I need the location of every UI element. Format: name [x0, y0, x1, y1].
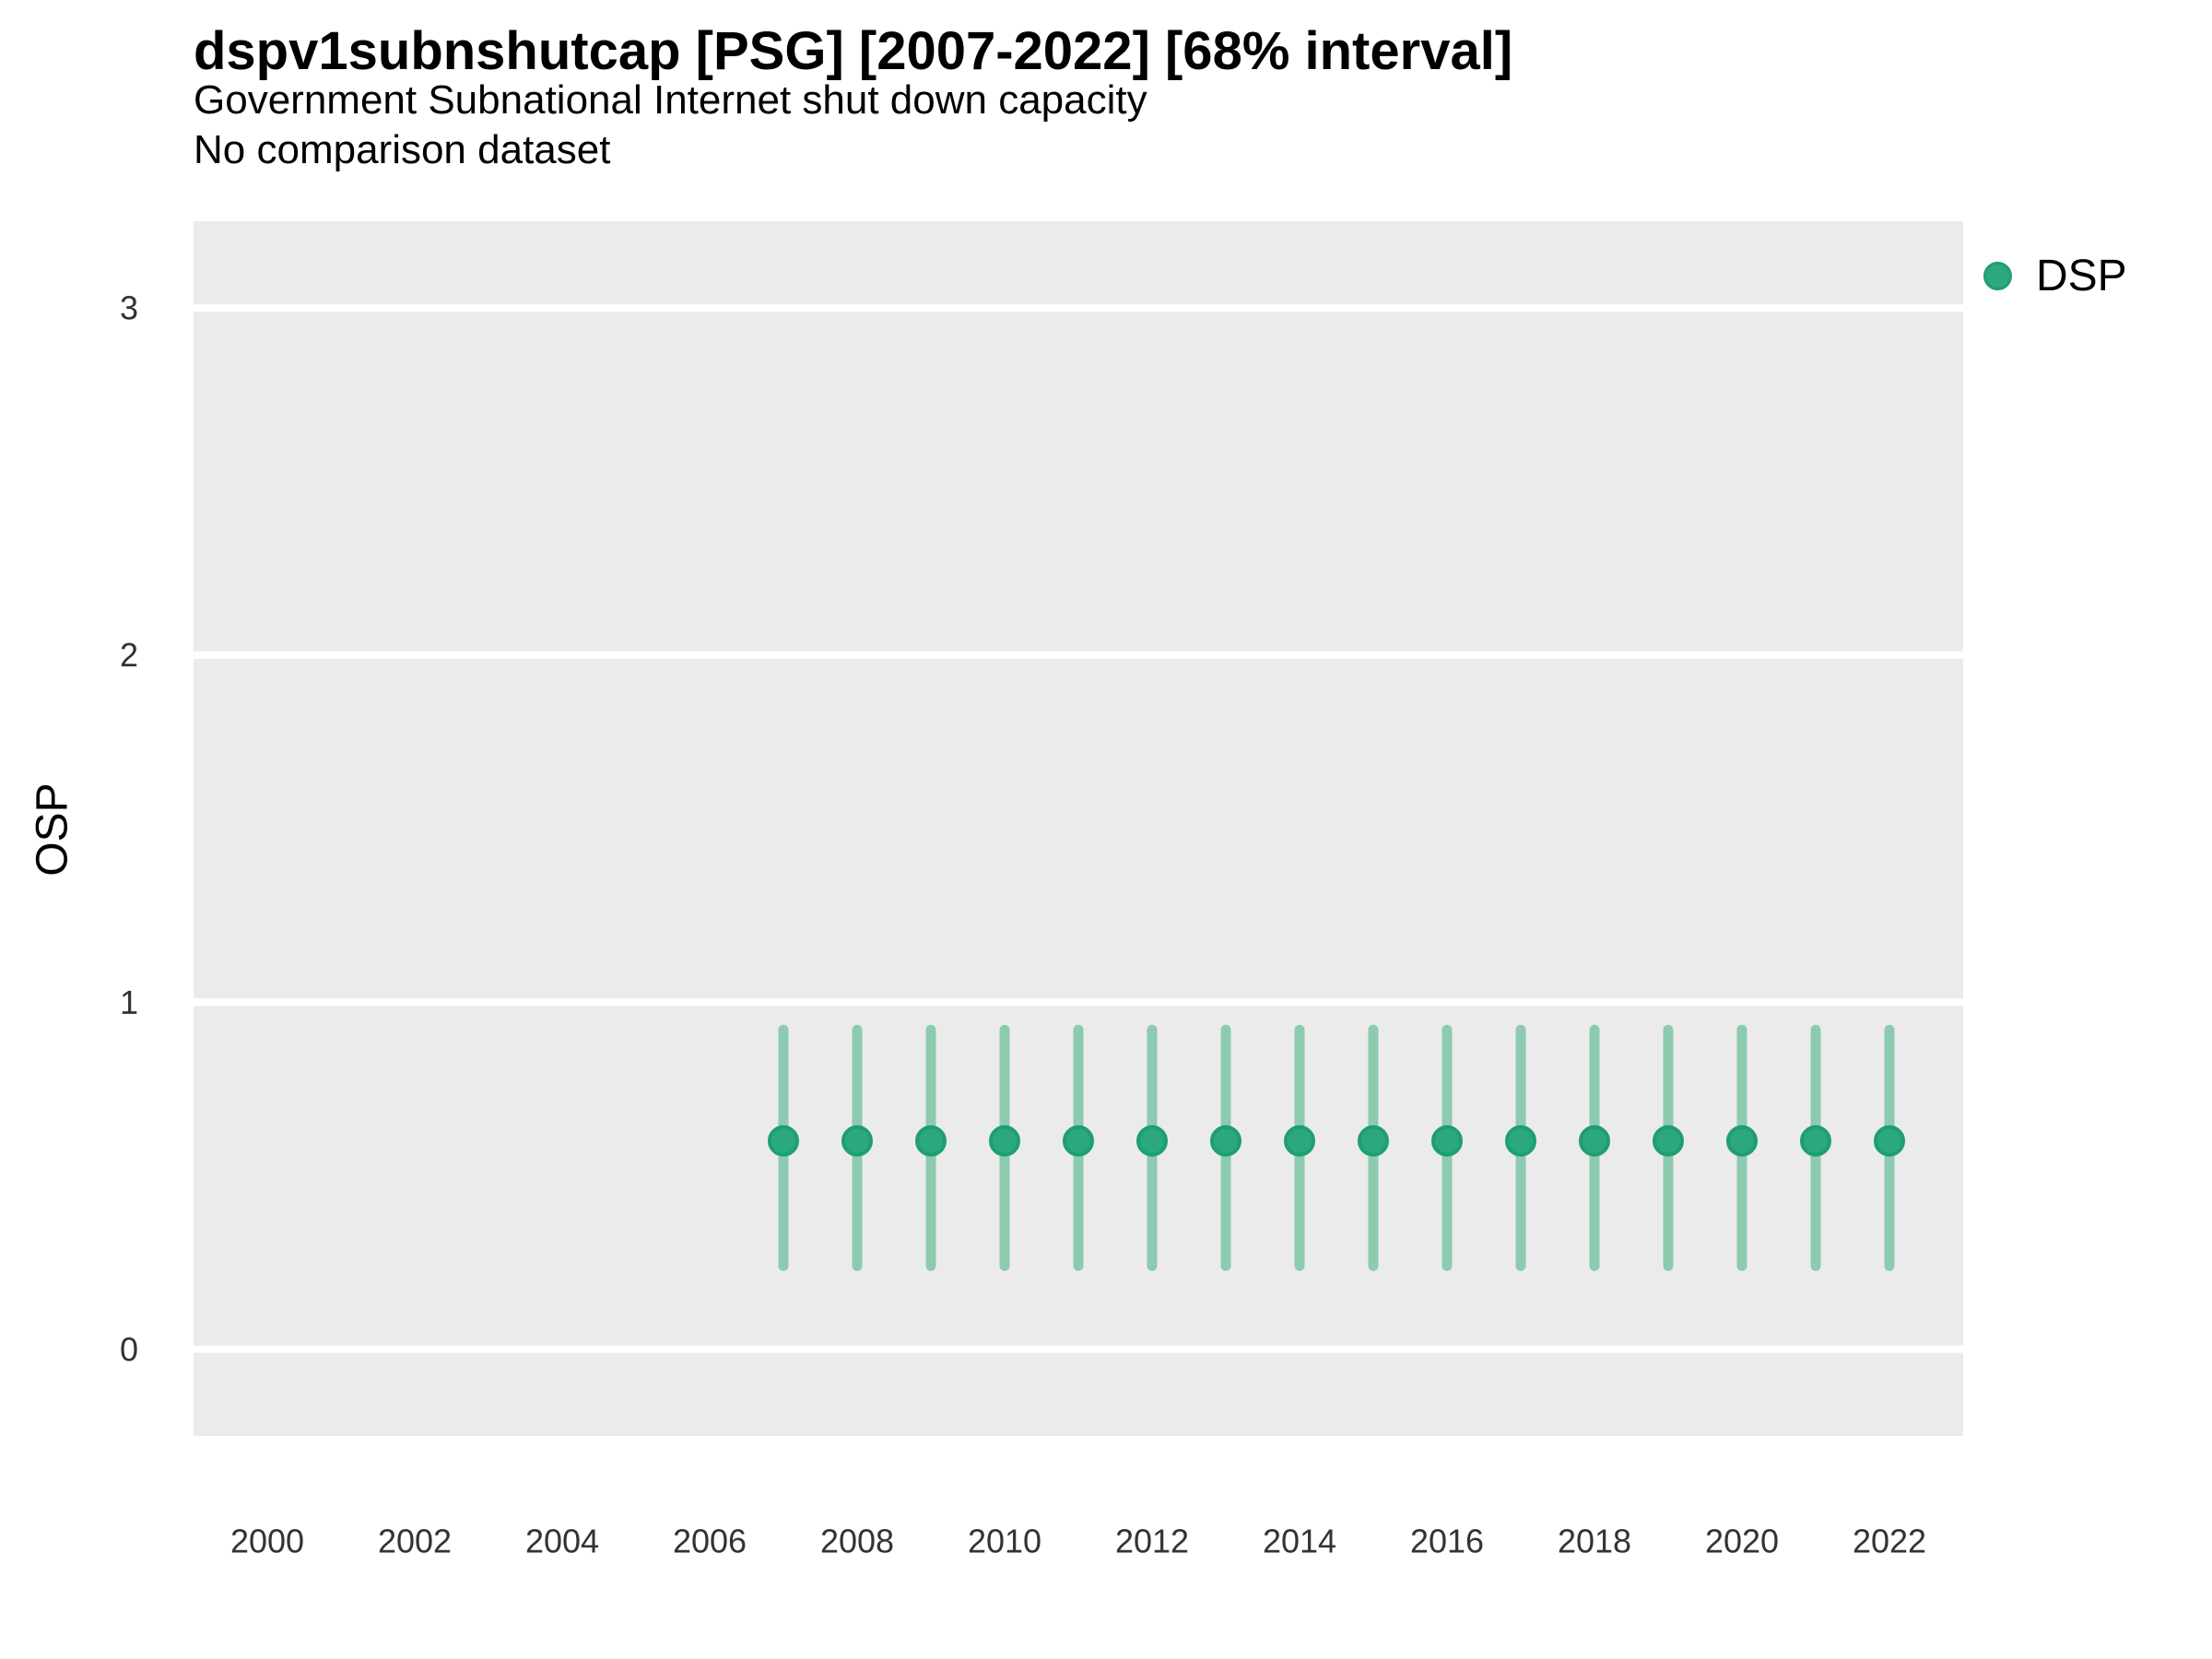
data-point [989, 1124, 1020, 1157]
data-point [1358, 1124, 1389, 1157]
x-tick-label: 2008 [820, 1523, 894, 1560]
plot-comparison-note: No comparison dataset [194, 127, 611, 172]
y-tick-label: 3 [120, 289, 138, 327]
legend-dot-icon [1983, 262, 2012, 290]
data-point [1284, 1124, 1315, 1157]
data-point [915, 1124, 947, 1157]
data-point [1579, 1124, 1610, 1157]
y-tick-label: 1 [120, 983, 138, 1021]
legend: DSP [1983, 251, 2127, 301]
y-tick-label: 2 [120, 636, 138, 674]
data-point [1431, 1124, 1463, 1157]
x-tick-label: 2016 [1410, 1523, 1484, 1560]
data-point [1653, 1124, 1684, 1157]
y-axis-title: OSP [28, 782, 77, 877]
data-point [1063, 1124, 1094, 1157]
legend-label: DSP [2036, 252, 2127, 300]
data-point [1800, 1124, 1831, 1157]
plot-title: dspv1subnshutcap [PSG] [2007-2022] [68% … [194, 21, 1513, 81]
data-point [768, 1124, 799, 1157]
data-point [1726, 1124, 1758, 1157]
data-point [1210, 1124, 1241, 1157]
data-point [1136, 1124, 1168, 1157]
x-tick-label: 2000 [230, 1523, 304, 1560]
data-point [1505, 1124, 1536, 1157]
x-tick-label: 2020 [1705, 1523, 1779, 1560]
data-point [841, 1124, 873, 1157]
y-tick-label: 0 [120, 1330, 138, 1368]
data-point [1874, 1124, 1905, 1157]
x-tick-label: 2006 [673, 1523, 747, 1560]
plot-subtitle: Government Subnational Internet shut dow… [194, 77, 1147, 123]
x-tick-label: 2004 [525, 1523, 599, 1560]
x-tick-label: 2010 [968, 1523, 1041, 1560]
x-tick-label: 2012 [1115, 1523, 1189, 1560]
x-tick-label: 2022 [1853, 1523, 1926, 1560]
x-tick-label: 2018 [1558, 1523, 1631, 1560]
x-tick-label: 2002 [378, 1523, 452, 1560]
x-tick-label: 2014 [1263, 1523, 1336, 1560]
